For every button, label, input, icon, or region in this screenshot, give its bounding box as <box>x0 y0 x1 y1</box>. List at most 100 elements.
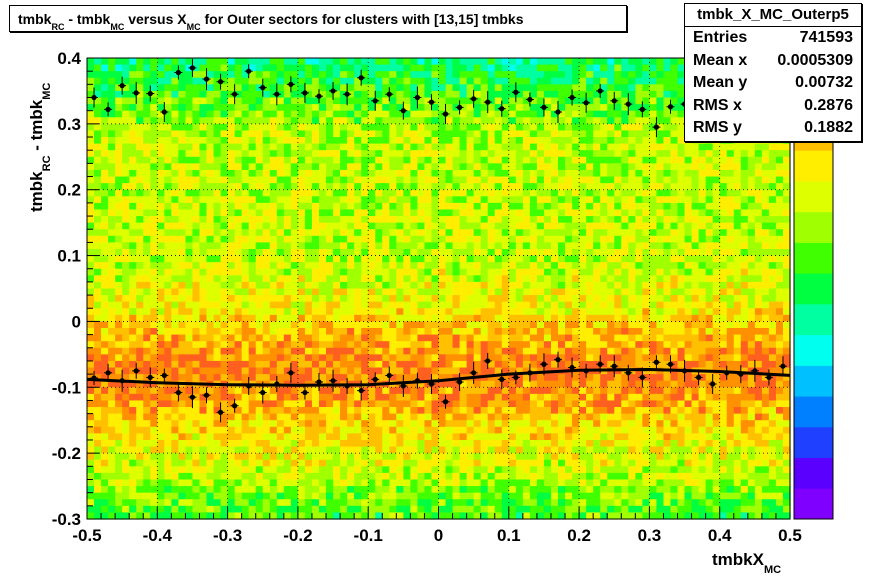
heatmap-cell <box>171 117 179 125</box>
heatmap-cell <box>108 216 116 224</box>
heatmap-cell <box>565 321 573 329</box>
heatmap-cell <box>698 216 707 224</box>
heatmap-cell <box>396 235 404 243</box>
heatmap-cell <box>424 281 433 290</box>
heatmap-cell <box>220 97 229 105</box>
heatmap-cell <box>361 288 369 296</box>
heatmap-cell <box>473 255 482 263</box>
heatmap-cell <box>522 90 531 99</box>
heatmap-cell <box>410 341 419 349</box>
heatmap-cell <box>670 176 679 184</box>
heatmap-cell <box>614 262 622 270</box>
heatmap-cell <box>621 183 629 191</box>
heatmap-cell <box>691 156 700 164</box>
heatmap-cell <box>424 110 433 118</box>
heatmap-cell <box>501 123 510 132</box>
heatmap-cell <box>572 110 580 118</box>
heatmap-cell <box>94 380 102 388</box>
heatmap-cell <box>733 328 742 336</box>
heatmap-cell <box>522 130 531 138</box>
heatmap-cell <box>635 235 643 243</box>
heatmap-cell <box>199 58 208 66</box>
heatmap-cell <box>129 235 137 243</box>
heatmap-cell <box>164 169 172 178</box>
heatmap-cell <box>164 235 172 243</box>
heatmap-cell <box>171 374 179 382</box>
heatmap-cell <box>241 222 250 230</box>
heatmap-cell <box>607 216 615 224</box>
heatmap-cell <box>108 354 116 362</box>
heatmap-cell <box>719 163 728 171</box>
heatmap-cell <box>670 84 679 92</box>
heatmap-cell <box>586 150 594 158</box>
heatmap-cell <box>494 328 503 336</box>
heatmap-cell <box>122 156 130 164</box>
heatmap-cell <box>248 222 257 230</box>
heatmap-cell <box>649 196 658 204</box>
heatmap-cell <box>311 374 320 382</box>
heatmap-cell <box>712 354 721 362</box>
heatmap-cell <box>452 268 461 276</box>
heatmap-cell <box>276 77 285 85</box>
heatmap-cell <box>410 222 419 230</box>
heatmap-cell <box>642 90 650 99</box>
heatmap-cell <box>318 341 327 349</box>
heatmap-cell <box>649 202 658 211</box>
heatmap-cell <box>248 341 257 349</box>
heatmap-cell <box>740 150 749 158</box>
heatmap-cell <box>410 163 419 171</box>
heatmap-cell <box>733 196 742 204</box>
heatmap-cell <box>747 268 756 276</box>
heatmap-cell <box>157 334 165 342</box>
heatmap-cell <box>185 222 194 230</box>
heatmap-cell <box>136 84 144 92</box>
heatmap-cell <box>220 156 229 164</box>
heatmap-cell <box>410 262 419 270</box>
heatmap-cell <box>536 354 545 362</box>
heatmap-cell <box>164 229 172 237</box>
heatmap-cell <box>164 58 172 66</box>
heatmap-cell <box>262 64 271 72</box>
heatmap-cell <box>705 354 714 362</box>
heatmap-cell <box>347 209 355 217</box>
heatmap-cell <box>241 58 250 66</box>
heatmap-cell <box>276 367 285 375</box>
heatmap-cell <box>297 202 306 211</box>
heatmap-cell <box>206 176 215 184</box>
heatmap-cell <box>543 117 552 125</box>
heatmap-cell <box>410 58 419 66</box>
heatmap-cell <box>656 288 665 296</box>
heatmap-cell <box>262 328 271 336</box>
heatmap-cell <box>466 189 475 197</box>
heatmap-cell <box>115 242 123 250</box>
heatmap-cell <box>747 189 756 197</box>
heatmap-cell <box>754 150 763 158</box>
heatmap-cell <box>529 110 538 118</box>
heatmap-cell <box>536 196 545 204</box>
heatmap-cell <box>269 196 278 204</box>
heatmap-cell <box>164 143 172 151</box>
heatmap-cell <box>213 281 222 290</box>
heatmap-cell <box>452 156 461 164</box>
heatmap-cell <box>543 130 552 138</box>
heatmap-cell <box>375 301 383 309</box>
heatmap-cell <box>600 354 608 362</box>
heatmap-cell <box>459 380 468 388</box>
heatmap-cell <box>410 380 419 388</box>
heatmap-cell <box>143 380 151 388</box>
heatmap-cell <box>677 314 686 323</box>
heatmap-cell <box>635 334 643 342</box>
heatmap-cell <box>487 58 496 66</box>
heatmap-cell <box>642 216 650 224</box>
heatmap-cell <box>213 123 222 132</box>
heatmap-cell <box>220 90 229 99</box>
heatmap-cell <box>579 275 587 283</box>
heatmap-cell <box>642 334 650 342</box>
heatmap-cell <box>508 104 517 112</box>
heatmap-cell <box>136 169 144 178</box>
heatmap-cell <box>445 71 454 79</box>
heatmap-cell <box>333 84 341 92</box>
heatmap-cell <box>579 235 587 243</box>
heatmap-cell <box>656 295 665 303</box>
heatmap-cell <box>586 328 594 336</box>
